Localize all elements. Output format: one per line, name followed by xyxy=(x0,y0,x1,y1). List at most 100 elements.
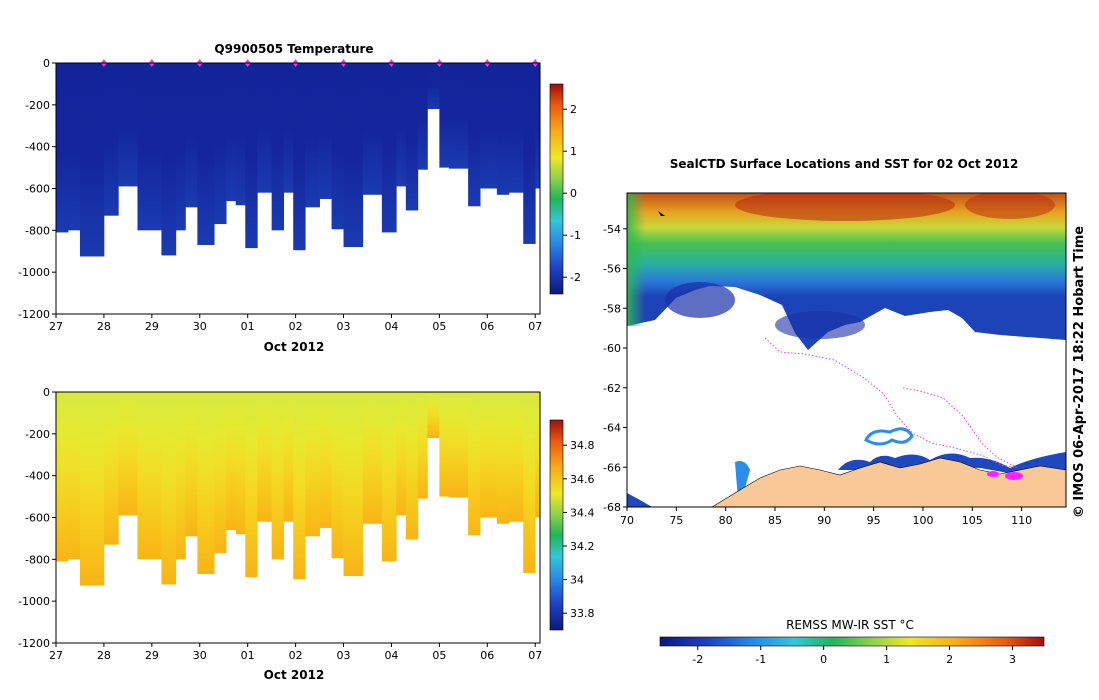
x-tick-label: 27 xyxy=(49,649,63,662)
sst-colorbar-tick-label: -2 xyxy=(692,653,703,666)
temperature-section-plot: Q9900505 Temperature 0 -200 -400 -600 -800 -1… xyxy=(18,42,581,354)
profile-column xyxy=(427,63,440,110)
lon-tick-label: 90 xyxy=(817,514,831,527)
profile-column xyxy=(226,392,237,531)
profile-column xyxy=(271,63,285,231)
profile-column xyxy=(439,63,450,168)
profile-column xyxy=(245,392,258,578)
x-tick-label: 28 xyxy=(97,320,111,333)
profile-column xyxy=(137,392,162,560)
profile-column xyxy=(185,63,198,208)
profile-column xyxy=(118,392,138,516)
profile-column xyxy=(79,392,105,586)
sst-colorbar-tick-label: -1 xyxy=(755,653,766,666)
profile-column xyxy=(56,392,69,562)
profile-column xyxy=(293,63,306,251)
x-tick-label: 05 xyxy=(432,320,446,333)
lon-tick-label: 95 xyxy=(867,514,881,527)
profile-column xyxy=(319,392,332,528)
profile-column xyxy=(319,63,332,199)
profile-column xyxy=(305,392,320,537)
lon-tick-label: 110 xyxy=(1011,514,1032,527)
profile-column xyxy=(396,392,407,516)
x-tick-label: 01 xyxy=(241,320,255,333)
map-content xyxy=(627,193,1066,507)
colorbar-tick-label: 2 xyxy=(570,103,577,116)
x-tick-label: 07 xyxy=(528,320,542,333)
colorbar-tick-label: -2 xyxy=(570,271,581,284)
profile-column xyxy=(496,392,510,524)
lon-tick-label: 75 xyxy=(669,514,683,527)
profile-column xyxy=(137,63,162,231)
colorbar-tick-label: 34.4 xyxy=(570,506,595,519)
x-tick-label: 28 xyxy=(97,649,111,662)
y-tick-label: -1200 xyxy=(18,637,50,650)
x-tick-label: 06 xyxy=(480,649,494,662)
y-tick-label: 0 xyxy=(43,57,50,70)
x-tick-label: 01 xyxy=(241,649,255,662)
profile-column xyxy=(362,392,383,524)
profile-column xyxy=(331,392,344,559)
profile-column xyxy=(226,63,237,202)
x-tick-label: 05 xyxy=(432,649,446,662)
colorbar-tick-label: 34 xyxy=(570,574,584,587)
profile-column xyxy=(283,392,294,522)
profile-column xyxy=(523,63,536,244)
profile-column xyxy=(283,63,294,193)
y-tick-label: -400 xyxy=(25,141,50,154)
profile-column xyxy=(185,392,198,537)
salinity-x-label: Oct 2012 xyxy=(264,668,325,682)
lat-tick-label: -58 xyxy=(603,302,621,315)
profile-column xyxy=(175,63,186,231)
sst-map: SealCTD Surface Locations and SST for 02… xyxy=(603,157,1087,666)
imos-timestamp-label: © IMOS 06-Apr-2017 18:22 Hobart Time xyxy=(1072,226,1087,518)
x-tick-label: 02 xyxy=(289,320,303,333)
y-tick-label: -600 xyxy=(25,512,50,525)
lat-tick-label: -64 xyxy=(603,422,621,435)
profile-column xyxy=(67,392,81,560)
sst-field xyxy=(627,193,1066,350)
lat-tick-label: -60 xyxy=(603,342,621,355)
profile-column xyxy=(331,63,344,230)
colorbar-tick-label: 0 xyxy=(570,187,577,200)
profile-column xyxy=(480,63,498,189)
profile-column xyxy=(405,392,419,540)
lon-tick-label: 70 xyxy=(620,514,634,527)
salinity-profile-columns xyxy=(56,392,541,586)
lat-tick-label: -56 xyxy=(603,263,621,276)
profile-column xyxy=(197,392,215,574)
x-tick-label: 03 xyxy=(337,649,351,662)
lon-tick-label: 105 xyxy=(962,514,983,527)
seal-location-marker xyxy=(987,471,999,477)
temperature-colorbar xyxy=(549,83,564,295)
colorbar-tick-label: 34.6 xyxy=(570,473,595,486)
sst-colorbar-tick-label: 1 xyxy=(883,653,890,666)
profile-column xyxy=(103,63,119,216)
profile-column xyxy=(496,63,510,195)
profile-column xyxy=(439,392,450,497)
profile-column xyxy=(448,392,469,498)
colorbar-tick-label: 33.8 xyxy=(570,607,595,620)
x-tick-label: 27 xyxy=(49,320,63,333)
profile-column xyxy=(257,392,273,522)
y-tick-label: 0 xyxy=(43,386,50,399)
sst-colorbar xyxy=(659,636,1045,647)
profile-column xyxy=(118,63,138,187)
sst-warm-patch xyxy=(735,193,955,221)
profile-column xyxy=(396,63,407,187)
profile-column xyxy=(343,392,364,577)
y-tick-label: -400 xyxy=(25,470,50,483)
temperature-colorbar-ticks: -2 -1 0 1 2 xyxy=(563,103,581,284)
profile-column xyxy=(381,63,397,233)
sst-cold-patch xyxy=(665,282,735,318)
x-tick-label: 29 xyxy=(145,320,159,333)
profile-column xyxy=(508,63,524,193)
sea-ice-edge xyxy=(627,493,652,507)
x-tick-label: 04 xyxy=(384,649,398,662)
temperature-y-axis: 0 -200 -400 -600 -800 -1000 -1200 xyxy=(18,57,56,321)
y-tick-label: -1200 xyxy=(18,308,50,321)
lat-tick-label: -62 xyxy=(603,382,621,395)
temperature-profile-columns xyxy=(56,63,541,257)
sst-colorbar-tick-label: 0 xyxy=(820,653,827,666)
